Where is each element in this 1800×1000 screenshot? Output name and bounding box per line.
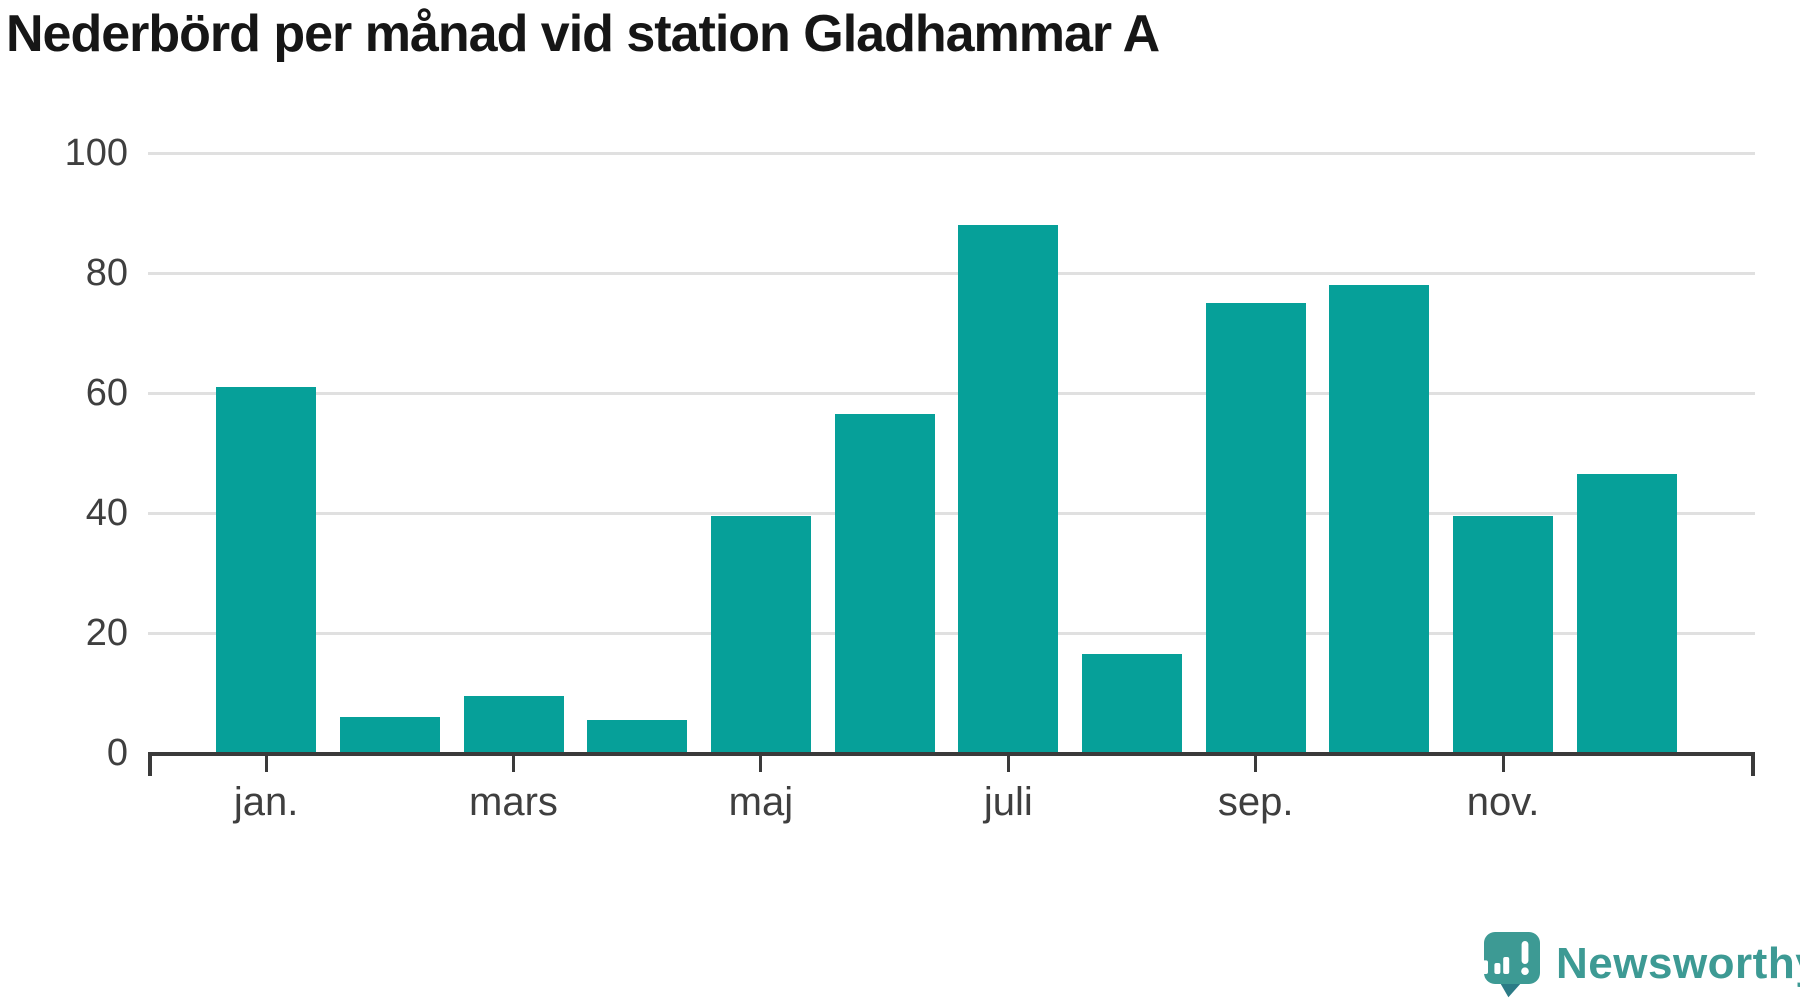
axis-end-tick — [148, 752, 152, 776]
x-axis-tick — [512, 756, 515, 772]
x-axis-tick — [1501, 756, 1505, 772]
newsworthy-wordmark: Newsworthy — [1556, 939, 1800, 988]
chart-bar-6 — [834, 414, 935, 753]
chart-title: Nederbörd per månad vid station Gladhamm… — [6, 5, 1160, 63]
y-axis-tick-label: 60 — [85, 372, 128, 414]
chart-bar-10 — [1329, 285, 1430, 753]
x-axis-tick-label: sep. — [1217, 780, 1294, 824]
y-axis-tick-label: 40 — [85, 492, 128, 534]
x-axis-tick-label: nov. — [1466, 780, 1540, 824]
y-axis-tick-label: 20 — [85, 612, 128, 654]
gridline — [148, 271, 1755, 275]
x-axis-tick — [1254, 756, 1258, 772]
x-axis-tick — [1006, 756, 1010, 772]
gridline — [148, 391, 1755, 395]
x-axis-tick-label: jan. — [233, 780, 299, 824]
newsworthy-icon — [1482, 932, 1540, 998]
chart-bar-4 — [587, 720, 688, 753]
x-axis-tick-label: maj — [728, 780, 794, 824]
x-axis-line — [148, 752, 1755, 756]
chart-bar-1 — [216, 387, 317, 753]
y-axis-tick-label: 80 — [85, 252, 128, 294]
x-axis-tick — [759, 756, 763, 772]
chart-bar-9 — [1205, 303, 1306, 753]
y-axis-tick-label: 0 — [106, 732, 128, 774]
chart-bar-5 — [710, 516, 811, 753]
chart-bar-2 — [339, 717, 440, 753]
chart-bar-3 — [463, 696, 564, 753]
chart-bar-7 — [958, 225, 1059, 753]
x-axis-tick-label: juli — [983, 780, 1033, 824]
y-axis-tick-label: 100 — [64, 132, 128, 174]
axis-end-tick — [1751, 752, 1755, 776]
chart-bar-12 — [1576, 474, 1677, 753]
x-axis-tick-label: mars — [469, 780, 558, 824]
newsworthy-logo: Newsworthy — [1482, 930, 1800, 998]
gridline — [148, 511, 1755, 515]
gridline — [148, 151, 1755, 155]
chart-bar-8 — [1082, 654, 1182, 753]
gridline — [148, 631, 1755, 635]
x-axis-tick — [264, 756, 268, 772]
chart-bar-11 — [1453, 516, 1554, 753]
